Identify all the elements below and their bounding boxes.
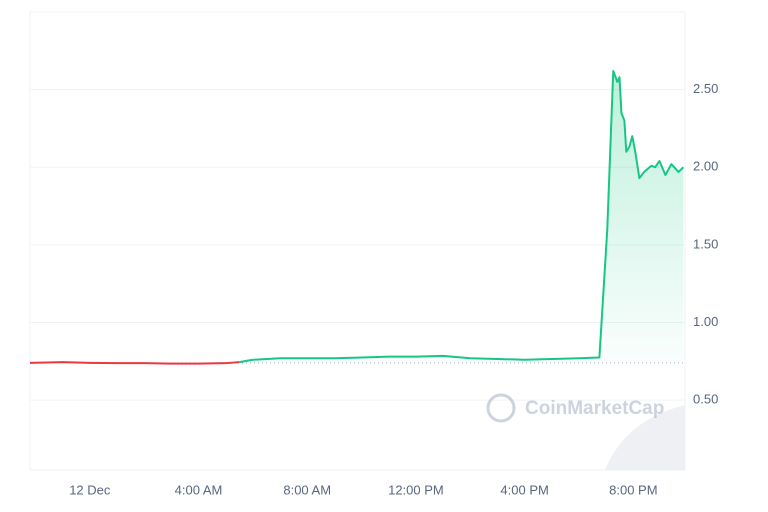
y-tick-label: 1.00 [693,314,718,329]
x-tick-label: 4:00 PM [500,482,548,497]
y-tick-label: 1.50 [693,236,718,251]
price-line [29,361,240,365]
y-tick-label: 0.50 [693,392,718,407]
x-tick-label: 8:00 AM [283,482,331,497]
y-tick-label: 2.50 [693,81,718,96]
price-line [252,69,685,361]
y-tick-label: 2.00 [693,159,718,174]
x-tick-label: 12:00 PM [388,482,444,497]
x-tick-label: 4:00 AM [175,482,223,497]
area [30,70,684,364]
connector [239,358,254,364]
x-tick-label: 8:00 PM [609,482,657,497]
x-tick-label: 12 Dec [69,482,111,497]
watermark: CoinMarketCap [486,393,664,423]
volume-shape [605,405,685,470]
watermark-logo [486,393,516,423]
watermark-text: CoinMarketCap [525,398,664,419]
